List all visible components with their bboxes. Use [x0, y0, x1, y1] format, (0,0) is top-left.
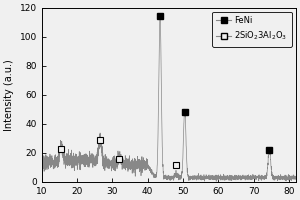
Y-axis label: Intensity (a.u.): Intensity (a.u.) [4, 59, 14, 131]
Legend: FeNi, 2SiO$_2$3Al$_2$O$_3$: FeNi, 2SiO$_2$3Al$_2$O$_3$ [212, 12, 292, 47]
